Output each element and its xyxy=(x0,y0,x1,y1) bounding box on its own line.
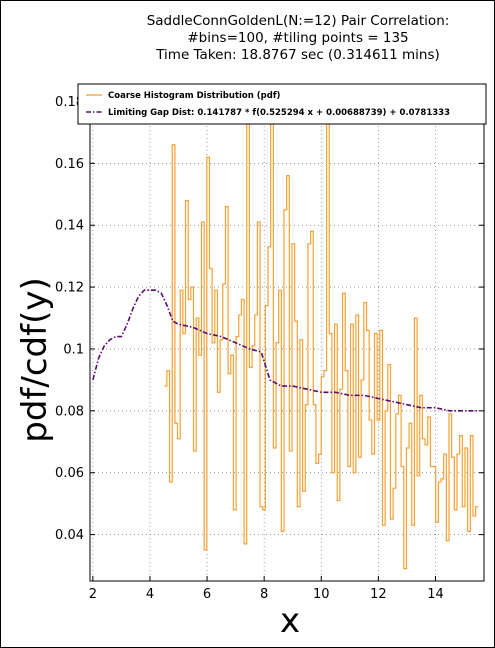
limiting-gap-series-line xyxy=(92,289,479,412)
plot-area-border xyxy=(89,85,485,582)
x-tick-label: 10 xyxy=(313,587,330,602)
title-line-3: Time Taken: 18.8767 sec (0.314611 mins) xyxy=(155,47,440,63)
legend-box xyxy=(77,83,487,125)
y-tick-label: 0.18 xyxy=(55,95,84,110)
x-tick-label: 6 xyxy=(203,587,211,602)
axis-ticks: 2 4 6 8 10 12 14 0.04 0.06 0.08 0.1 0.12 0.14 0.16 0.1… xyxy=(55,86,484,602)
title-line-1: SaddleConnGoldenL(N:=12) Pair Correlatio… xyxy=(147,13,450,29)
x-tick-label: 14 xyxy=(427,587,444,602)
y-tick-label: 0.1 xyxy=(63,342,84,357)
x-tick-label: 2 xyxy=(89,587,97,602)
histogram-series-line xyxy=(164,94,479,570)
y-tick-label: 0.06 xyxy=(55,466,84,481)
chart-title: SaddleConnGoldenL(N:=12) Pair Correlatio… xyxy=(147,13,450,63)
x-tick-label: 12 xyxy=(370,587,387,602)
legend: Coarse Histogram Distribution (pdf) Limi… xyxy=(77,83,487,125)
y-axis-label: pdf/cdf(y) xyxy=(15,277,55,442)
y-tick-label: 0.14 xyxy=(55,219,84,234)
x-axis-label: x xyxy=(280,601,300,641)
legend-label-limit: Limiting Gap Dist: 0.141787 * f(0.525294… xyxy=(108,108,450,118)
grid-lines xyxy=(90,86,484,581)
x-tick-label: 8 xyxy=(260,587,268,602)
title-line-2: #bins=100, #tiling points = 135 xyxy=(187,30,408,46)
plot-series xyxy=(92,94,479,570)
y-tick-label: 0.04 xyxy=(55,528,84,543)
y-tick-label: 0.08 xyxy=(55,404,84,419)
legend-label-histogram: Coarse Histogram Distribution (pdf) xyxy=(108,91,281,101)
y-tick-label: 0.16 xyxy=(55,157,84,172)
y-tick-label: 0.12 xyxy=(55,281,84,296)
x-tick-label: 4 xyxy=(146,587,154,602)
